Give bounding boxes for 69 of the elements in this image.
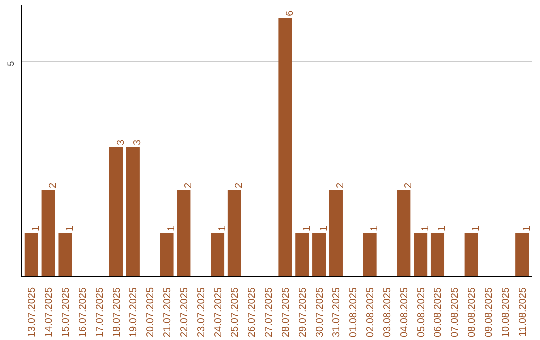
x-tick-label: 01.08.2025 [348, 287, 360, 338]
bar [329, 190, 343, 276]
x-tick-label: 22.07.2025 [179, 287, 190, 338]
x-tick-label: 23.07.2025 [196, 287, 208, 338]
data-label: 6 [284, 10, 296, 16]
x-tick-label: 02.08.2025 [366, 287, 377, 338]
data-label: 1 [437, 225, 448, 232]
x-tick-label: 10.08.2025 [500, 287, 512, 338]
x-tick-label: 24.07.2025 [213, 287, 224, 338]
bar [430, 233, 445, 276]
x-tick-label: 07.08.2025 [450, 287, 462, 338]
x-tick-label: 20.07.2025 [146, 287, 157, 338]
data-label: 1 [370, 225, 381, 232]
bar [397, 190, 411, 276]
data-label: 1 [166, 225, 178, 232]
bar [126, 147, 140, 276]
bar [296, 233, 310, 276]
x-tick-label: 11.08.2025 [518, 287, 529, 337]
x-tick-label: 27.07.2025 [264, 287, 276, 338]
x-tick-label: 21.07.2025 [162, 287, 174, 338]
data-label: 1 [302, 225, 313, 232]
data-label: 2 [336, 182, 347, 188]
x-tick-label: 17.07.2025 [94, 287, 106, 338]
bar [516, 233, 530, 276]
bar [177, 190, 191, 276]
x-tick-label: 28.07.2025 [280, 287, 292, 338]
data-label: 1 [31, 225, 42, 232]
data-label: 1 [64, 225, 76, 232]
bar [414, 233, 428, 276]
bar [160, 233, 174, 276]
data-label: 1 [471, 225, 482, 232]
x-tick-label: 30.07.2025 [314, 287, 326, 338]
bar [24, 233, 38, 276]
data-label: 2 [234, 182, 246, 188]
x-tick-label: 09.08.2025 [484, 287, 496, 338]
x-tick-label: 31.07.2025 [332, 287, 343, 338]
x-tick-label: 03.08.2025 [382, 287, 394, 338]
bar [278, 18, 292, 276]
x-tick-label: 08.08.2025 [467, 287, 478, 338]
bar [42, 190, 56, 276]
data-label: 2 [183, 182, 194, 188]
bar [464, 233, 478, 276]
x-tick-label: 19.07.2025 [128, 287, 140, 338]
data-label: 3 [116, 139, 127, 146]
x-tick-label: 06.08.2025 [433, 287, 444, 338]
bar [211, 233, 225, 276]
x-tick-label: 13.07.2025 [27, 287, 38, 338]
x-tick-label: 18.07.2025 [112, 287, 123, 338]
bar [363, 233, 377, 276]
y-tick-label: 5 [6, 61, 16, 66]
x-tick-label: 29.07.2025 [298, 287, 309, 338]
x-tick-label: 15.07.2025 [60, 287, 72, 338]
x-tick-label: 04.08.2025 [399, 287, 410, 338]
data-label: 2 [48, 182, 60, 188]
data-label: 1 [522, 225, 533, 232]
bar [228, 190, 242, 276]
bar [109, 147, 124, 276]
bar [312, 233, 326, 276]
data-label: 1 [318, 225, 330, 232]
x-tick-label: 16.07.2025 [78, 287, 89, 338]
x-tick-label: 25.07.2025 [230, 287, 242, 338]
data-label: 2 [403, 182, 414, 188]
x-tick-label: 05.08.2025 [416, 287, 428, 338]
data-label: 3 [132, 139, 144, 146]
data-label: 1 [217, 225, 228, 232]
data-label: 1 [420, 225, 432, 232]
x-tick-label: 26.07.2025 [247, 287, 258, 338]
bar [58, 233, 72, 276]
x-tick-label: 14.07.2025 [44, 287, 56, 338]
